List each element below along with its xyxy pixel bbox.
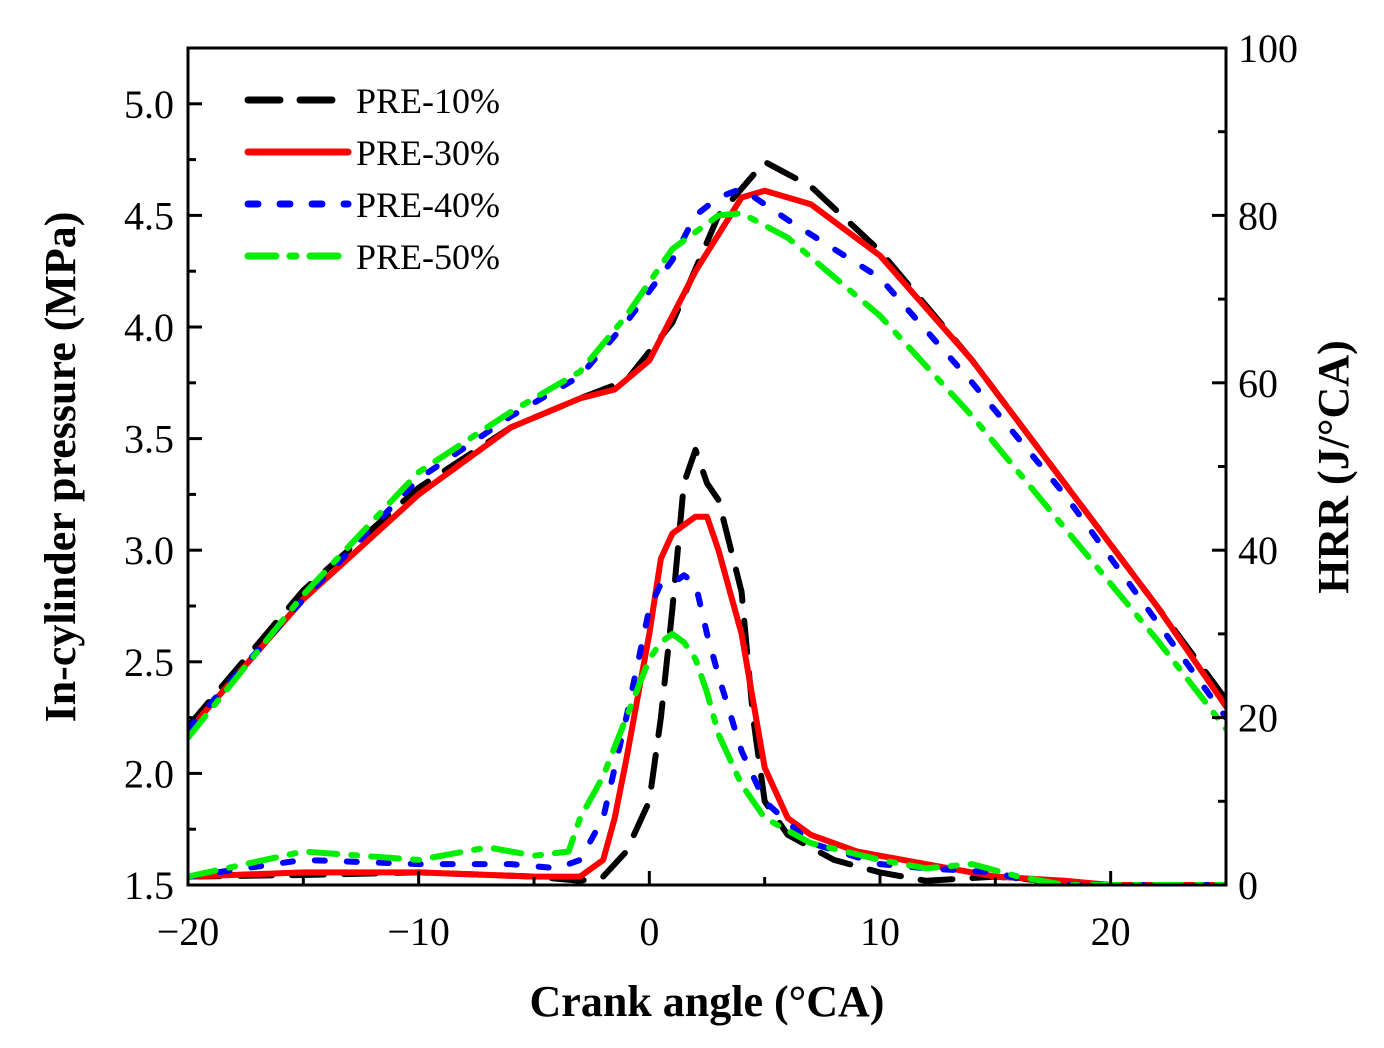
legend-label: PRE-50% [356, 237, 500, 277]
y-right-tick-label: 80 [1238, 193, 1278, 238]
pressure-line-pre50 [188, 210, 1226, 741]
legend-label: PRE-10% [356, 81, 500, 121]
x-tick-label: 10 [860, 909, 900, 954]
y-right-tick-label: 20 [1238, 696, 1278, 741]
legend-label: PRE-30% [356, 133, 500, 173]
y-right-axis-title: HRR (J/°CA) [1309, 340, 1358, 593]
y-left-tick-label: 1.5 [124, 863, 174, 908]
legend: PRE-10% PRE-30% PRE-40% PRE-50% [244, 81, 500, 277]
hrr-line-pre40 [188, 572, 1226, 885]
ticks-layer [186, 46, 1228, 887]
pressure-line-pre40 [188, 185, 1226, 732]
pressure-line-pre10 [188, 158, 1226, 730]
y-left-tick-label: 4.5 [124, 193, 174, 238]
x-axis-title: Crank angle (°CA) [530, 977, 885, 1026]
plot-frame [186, 46, 1228, 887]
y-left-tick-label: 3.0 [124, 528, 174, 573]
y-left-tick-label: 3.5 [124, 417, 174, 462]
pressure-line-pre30 [188, 187, 1226, 734]
x-tick-label: 0 [639, 909, 659, 954]
x-tick-label: −20 [157, 909, 220, 954]
y-right-tick-label: 40 [1238, 528, 1278, 573]
y-right-tick-label: 0 [1238, 863, 1258, 908]
y-right-tick-label: 60 [1238, 361, 1278, 406]
hrr-line-pre50 [188, 630, 1226, 885]
y-left-tick-label: 5.0 [124, 82, 174, 127]
curves-layer [188, 158, 1226, 885]
y-left-tick-label: 2.0 [124, 751, 174, 796]
tick-labels-layer: −20 −10 0 10 20 1.5 2.0 2.5 3.0 3.5 4.0 4.5 5.0 0 20 40… [124, 26, 1298, 954]
y-left-axis-title: In-cylinder pressure (MPa) [36, 212, 85, 723]
hrr-line-pre10 [188, 446, 1226, 885]
y-left-tick-label: 4.0 [124, 305, 174, 350]
x-tick-label: −10 [387, 909, 450, 954]
y-right-tick-label: 100 [1238, 26, 1298, 71]
x-tick-label: 20 [1091, 909, 1131, 954]
legend-label: PRE-40% [356, 185, 500, 225]
y-left-tick-label: 2.5 [124, 640, 174, 685]
